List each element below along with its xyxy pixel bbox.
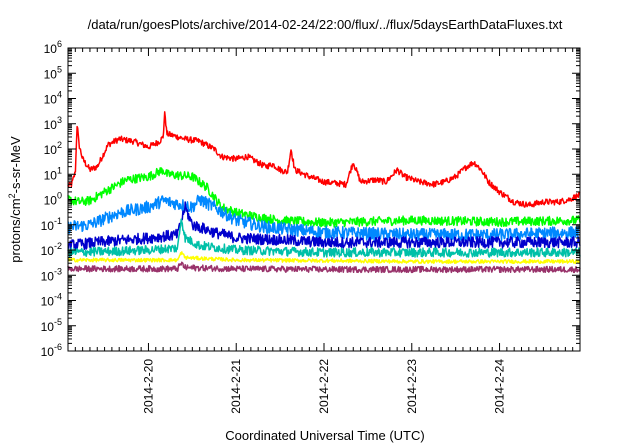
x-tick-label: 2014-2-21 bbox=[229, 359, 243, 414]
series-line-0 bbox=[67, 111, 581, 208]
series-layer bbox=[67, 111, 581, 274]
series-line-2 bbox=[67, 194, 581, 242]
y-tick-label: 10-3 bbox=[41, 266, 62, 283]
x-axis-label: Coordinated Universal Time (UTC) bbox=[225, 428, 424, 443]
ticks-layer: 10-6 10-5 10-4 10-3 10-2 10-1 100 101 102 103 104 1… bbox=[41, 39, 581, 414]
y-tick-label: 103 bbox=[44, 115, 62, 132]
series-line-1 bbox=[67, 167, 581, 228]
svg-text:protons/cm2-s-sr-MeV: protons/cm2-s-sr-MeV bbox=[7, 136, 23, 263]
y-tick-label: 104 bbox=[44, 90, 62, 107]
x-tick-label: 2014-2-24 bbox=[493, 359, 507, 414]
y-tick-label: 10-4 bbox=[41, 292, 62, 309]
series-line-6 bbox=[67, 261, 581, 274]
y-tick-label: 106 bbox=[44, 39, 62, 56]
y-tick-label: 10-5 bbox=[41, 317, 62, 334]
y-axis-label: protons/cm2-s-sr-MeV bbox=[7, 136, 23, 263]
series-line-4 bbox=[67, 218, 581, 258]
x-tick-label: 2014-2-22 bbox=[317, 359, 331, 414]
y-tick-label: 10-6 bbox=[41, 342, 62, 359]
x-tick-label: 2014-2-20 bbox=[141, 359, 155, 414]
y-tick-label: 105 bbox=[44, 64, 62, 81]
plot-frame bbox=[67, 47, 581, 352]
series-line-5 bbox=[67, 251, 581, 265]
x-tick-label: 2014-2-23 bbox=[405, 359, 419, 414]
series-line-3 bbox=[67, 201, 581, 252]
y-tick-label: 101 bbox=[44, 165, 62, 182]
y-tick-label: 100 bbox=[44, 191, 62, 208]
y-tick-label: 10-1 bbox=[41, 216, 62, 233]
y-tick-label: 102 bbox=[44, 140, 62, 157]
chart-title: /data/run/goesPlots/archive/2014-02-24/2… bbox=[88, 17, 563, 32]
y-tick-label: 10-2 bbox=[41, 241, 62, 258]
